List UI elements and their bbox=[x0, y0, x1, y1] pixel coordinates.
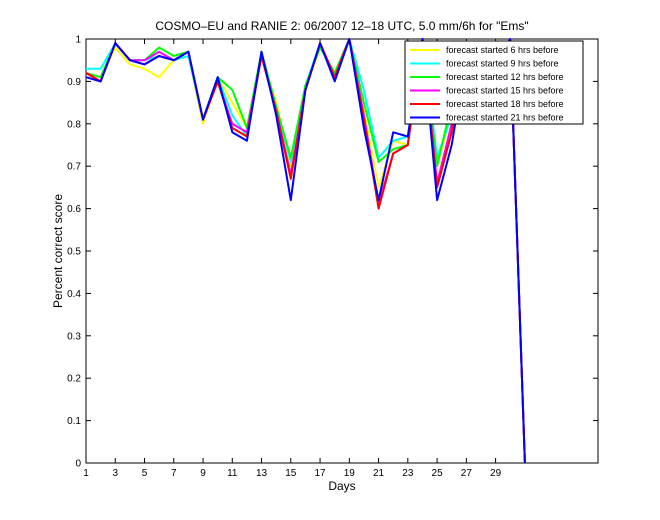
x-tick-label: 17 bbox=[314, 468, 326, 479]
y-tick-label: 0.6 bbox=[67, 204, 81, 215]
x-tick-label: 29 bbox=[490, 468, 502, 479]
x-axis-label: Days bbox=[328, 479, 355, 493]
legend-label-1: forecast started 6 hrs before bbox=[446, 45, 559, 55]
y-tick-label: 1 bbox=[75, 35, 81, 46]
legend-label-6: forecast started 21 hrs before bbox=[446, 113, 564, 123]
x-tick-label: 1 bbox=[83, 468, 89, 479]
x-tick-label: 21 bbox=[373, 468, 385, 479]
y-axis-ticks: 0 0.1 0.2 0.3 0.4 0.5 0.6 0.7 0.8 0.9 1 bbox=[67, 35, 598, 470]
x-tick-label: 11 bbox=[227, 468, 238, 479]
x-tick-label: 13 bbox=[256, 468, 268, 479]
x-tick-label: 7 bbox=[171, 468, 177, 479]
x-tick-label: 3 bbox=[112, 468, 118, 479]
legend: forecast started 6 hrs before forecast st… bbox=[404, 40, 584, 125]
x-tick-label: 23 bbox=[402, 468, 414, 479]
legend-label-5: forecast started 18 hrs before bbox=[446, 99, 564, 109]
x-tick-label: 25 bbox=[432, 468, 444, 479]
legend-label-2: forecast started 9 hrs before bbox=[446, 59, 559, 69]
y-tick-label: 0.5 bbox=[67, 247, 81, 258]
y-tick-label: 0.4 bbox=[67, 289, 81, 300]
legend-label-4: forecast started 15 hrs before bbox=[446, 86, 564, 96]
y-tick-label: 0.3 bbox=[67, 331, 81, 342]
y-tick-label: 0.1 bbox=[67, 416, 81, 427]
series-line-6 bbox=[85, 38, 526, 464]
x-tick-label: 5 bbox=[142, 468, 148, 479]
legend-box bbox=[404, 40, 584, 125]
y-tick-label: 0.2 bbox=[67, 374, 81, 385]
y-tick-label: 0 bbox=[75, 459, 81, 470]
legend-label-3: forecast started 12 hrs before bbox=[446, 72, 564, 82]
x-tick-label: 27 bbox=[461, 468, 473, 479]
y-tick-label: 0.8 bbox=[67, 119, 81, 130]
x-tick-label: 15 bbox=[285, 468, 297, 479]
x-tick-label: 19 bbox=[344, 468, 356, 479]
x-tick-label: 9 bbox=[200, 468, 206, 479]
y-tick-label: 0.7 bbox=[67, 162, 81, 173]
y-tick-label: 0.9 bbox=[67, 77, 81, 88]
x-axis-ticks: 1 3 5 7 9 11 13 15 17 19 21 23 25 27 29 bbox=[83, 39, 502, 479]
chart-title: COSMO–EU and RANIE 2: 06/2007 12–18 UTC,… bbox=[155, 19, 528, 33]
y-axis-label: Percent correct score bbox=[51, 194, 65, 308]
